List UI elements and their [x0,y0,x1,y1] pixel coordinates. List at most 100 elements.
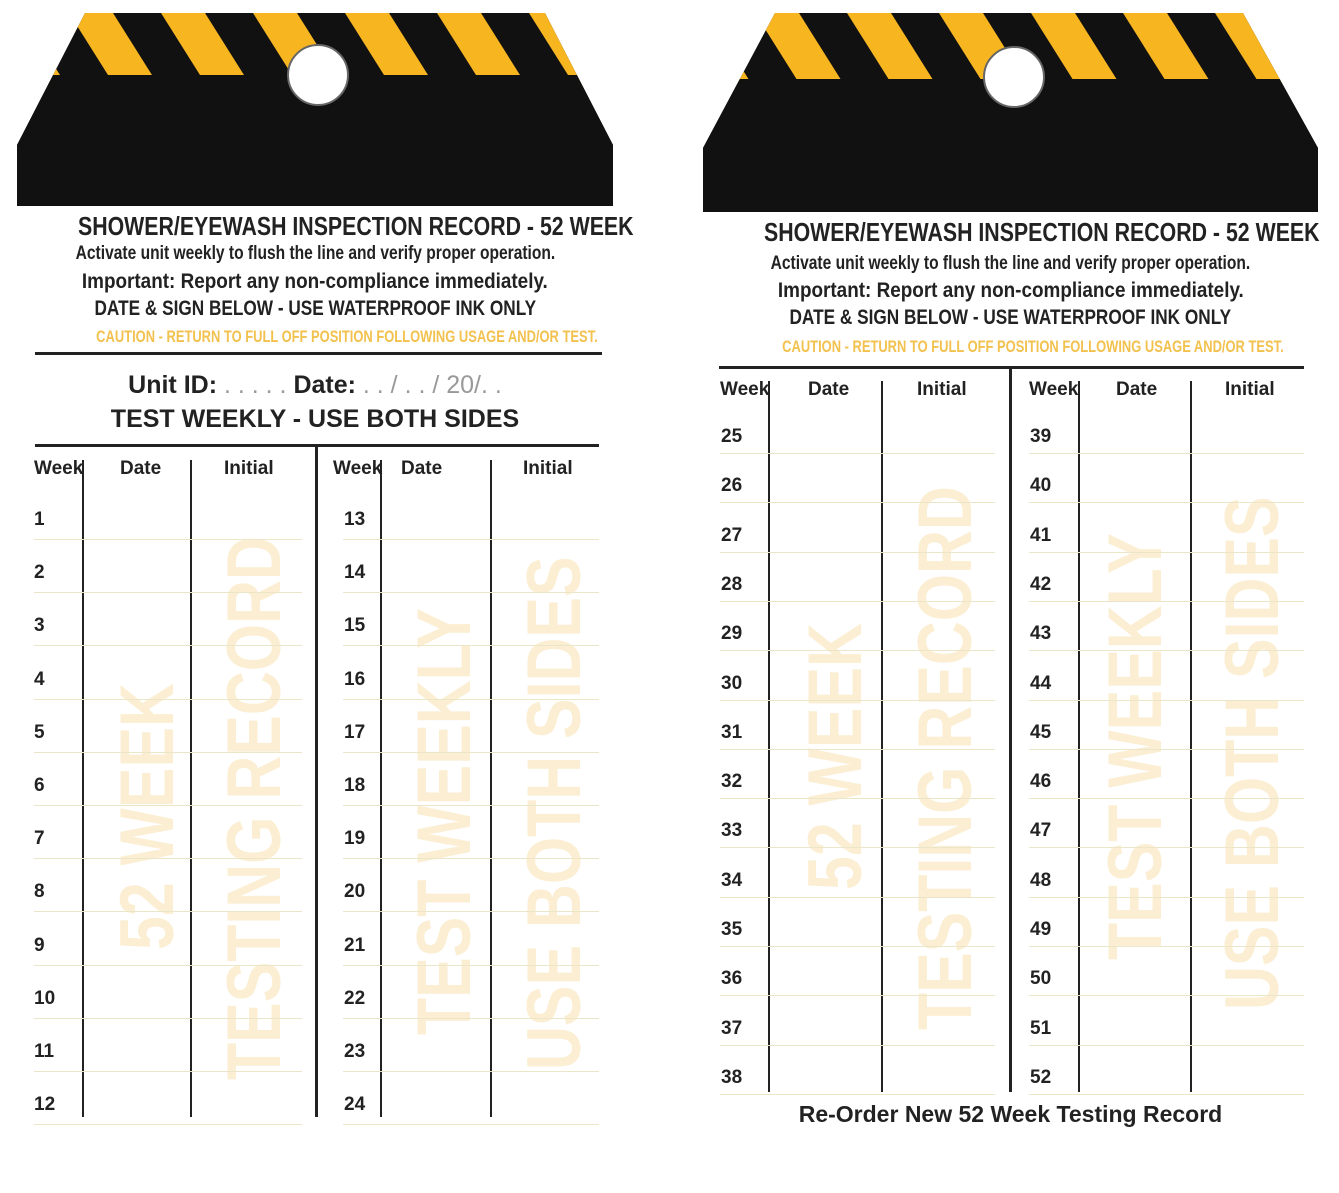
entry-row-line[interactable] [34,1017,302,1019]
week-number: 21 [344,934,366,956]
entry-row-line[interactable] [720,551,995,553]
week-number: 39 [1030,426,1052,447]
column-divider [490,460,492,1117]
hazard-stripe [1031,13,1119,83]
entry-row-line[interactable] [720,847,995,849]
entry-row-line[interactable] [1029,748,1304,750]
column-header-initial: Initial [917,379,967,400]
week-number: 49 [1030,919,1052,940]
back-tag: SHOWER/EYEWASH INSPECTION RECORD - 52 WE… [703,0,1320,1193]
entry-row-line[interactable] [343,911,599,913]
entry-row-line[interactable] [343,539,599,540]
hazard-stripe [755,13,843,83]
entry-row-line[interactable] [343,645,599,647]
week-number: 30 [721,672,743,694]
entry-row-line[interactable] [343,1071,599,1072]
entry-row-line[interactable] [343,698,599,700]
week-number: 34 [721,869,743,891]
entry-row-line[interactable] [343,592,599,594]
entry-row-line[interactable] [1029,453,1304,454]
entry-row-line[interactable] [1029,896,1304,898]
column-header-date: Date [120,458,162,479]
hazard-stripe [703,13,751,83]
entry-row-line[interactable] [343,751,599,753]
caution-line: CAUTION - RETURN TO FULL OFF POSITION FO… [782,337,1284,356]
instruction-line: Activate unit weekly to flush the line a… [75,243,555,264]
week-number: 12 [34,1094,56,1116]
watermark-text: 52 WEEK [793,623,878,890]
entry-row-line[interactable] [1029,600,1304,602]
entry-row-line[interactable] [720,650,995,652]
entry-row-line[interactable] [720,453,995,454]
column-header-week: Week [34,458,84,479]
entry-row-line[interactable] [720,995,995,997]
week-number: 7 [34,828,45,850]
week-number: 8 [34,881,45,903]
hazard-stripe [345,13,433,83]
entry-row-line[interactable] [1029,551,1304,553]
entry-row-line[interactable] [34,645,302,647]
entry-row-line[interactable] [34,1124,302,1126]
column-divider [190,460,192,1117]
entry-row-line[interactable] [720,946,995,947]
entry-row-line[interactable] [720,502,995,504]
entry-row-line[interactable] [34,911,302,913]
week-number: 35 [721,919,743,940]
column-header-date: Date [808,379,850,400]
entry-row-line[interactable] [1029,995,1304,997]
unit-id-blank[interactable]: . . . . . [217,371,294,399]
week-number: 27 [721,524,743,546]
entry-row-line[interactable] [1029,847,1304,849]
week-number: 52 [1030,1066,1052,1088]
entry-row-line[interactable] [1029,946,1304,947]
entry-row-line[interactable] [34,1071,302,1072]
hazard-stripe [1123,13,1211,83]
week-number: 15 [344,615,366,637]
entry-row-line[interactable] [1029,798,1304,800]
entry-row-line[interactable] [343,1017,599,1019]
entry-row-line[interactable] [34,964,302,966]
column-header-week: Week [1029,379,1079,400]
entry-row-line[interactable] [1029,1044,1304,1046]
column-header-date: Date [1116,379,1158,400]
entry-row-line[interactable] [34,539,302,540]
watermark-text: TESTING RECORD [212,536,297,1080]
entry-row-line[interactable] [343,805,599,806]
week-number: 51 [1030,1017,1052,1039]
entry-row-line[interactable] [1029,1093,1304,1095]
week-number: 1 [34,509,45,530]
week-number: 10 [34,987,56,1009]
entry-row-line[interactable] [343,964,599,966]
week-number: 14 [344,562,366,584]
entry-row-line[interactable] [1029,650,1304,652]
entry-row-line[interactable] [343,1124,599,1126]
entry-row-line[interactable] [34,805,302,806]
entry-row-line[interactable] [720,896,995,898]
week-number: 13 [344,509,366,530]
instruction-line: Activate unit weekly to flush the line a… [770,253,1251,274]
entry-row-line[interactable] [1029,699,1304,701]
column-divider [380,460,382,1117]
entry-row-line[interactable] [34,592,302,594]
week-number: 47 [1030,820,1052,842]
entry-row-line[interactable] [720,1093,995,1095]
week-number: 18 [344,775,366,796]
entry-row-line[interactable] [720,798,995,800]
entry-row-line[interactable] [720,1044,995,1046]
unit-date-line: Unit ID: . . . . . Date: . . / . . / 20/… [17,371,613,400]
week-number: 46 [1030,771,1052,793]
entry-row-line[interactable] [34,698,302,700]
column-header-week: Week [333,458,383,479]
entry-row-line[interactable] [720,699,995,701]
entry-row-line[interactable] [343,858,599,860]
entry-row-line[interactable] [720,600,995,602]
week-number: 33 [721,820,743,842]
entry-row-line[interactable] [34,858,302,860]
week-number: 29 [721,623,743,645]
hazard-stripe [1307,13,1318,83]
entry-row-line[interactable] [720,748,995,750]
column-divider [881,381,883,1092]
entry-row-line[interactable] [1029,502,1304,504]
entry-row-line[interactable] [34,751,302,753]
date-blank[interactable]: . . / . . / 20/. . [355,371,502,399]
